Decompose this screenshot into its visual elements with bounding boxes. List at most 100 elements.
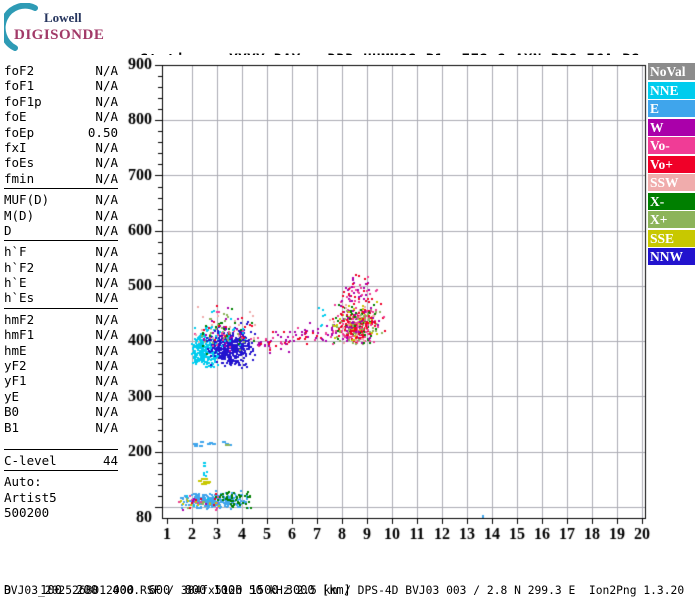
parameter-row-500200: 500200	[4, 505, 118, 520]
parameter-value: 0.50	[87, 124, 118, 140]
parameter-row-he: h`E N/A	[4, 275, 118, 290]
parameter-row-foep: foEp 0.50	[4, 125, 118, 140]
parameter-label: fxI	[4, 139, 27, 155]
muf-distance-row: D 100 200 400 600 800 1000 1500 3000 [km…	[4, 583, 351, 597]
logo-brand-top: Lowell	[44, 10, 82, 25]
legend-item-w: W	[648, 118, 695, 136]
file-info-line: BVJ03_2025268012000.RSF / 384fx512h 50 k…	[4, 584, 685, 597]
parameter-divider	[4, 240, 118, 242]
parameter-label: C-level	[4, 452, 57, 468]
parameter-label: foEp	[4, 124, 35, 140]
parameter-label: Auto:	[4, 474, 42, 490]
parameter-label: foE	[4, 109, 27, 125]
parameter-label: foF2	[4, 63, 35, 78]
parameter-row-foes: foEs N/A	[4, 155, 118, 170]
lowell-digisonde-logo: Lowell DIGISONDE	[4, 3, 122, 51]
legend-item-nne: NNE	[648, 81, 695, 99]
parameter-label: Artist5	[4, 489, 57, 505]
parameter-value: N/A	[95, 222, 118, 238]
parameter-value: N/A	[95, 311, 118, 327]
parameter-row-d: D N/A	[4, 223, 118, 238]
parameter-value: N/A	[95, 259, 118, 275]
legend-item-x: X+	[648, 211, 695, 228]
parameter-value: N/A	[95, 63, 118, 78]
parameter-row-hmf2: hmF2 N/A	[4, 312, 118, 327]
legend-item-e: E	[648, 100, 695, 117]
parameter-label: h`Es	[4, 290, 35, 306]
legend-item-x: X-	[648, 192, 695, 210]
parameter-value: N/A	[95, 388, 118, 404]
logo-arc-icon	[4, 3, 38, 51]
parameter-row-auto: Auto:	[4, 474, 118, 489]
parameter-label: D	[4, 222, 12, 238]
parameter-value: N/A	[95, 290, 118, 306]
parameter-label: hmF1	[4, 327, 35, 343]
parameter-label: MUF(D)	[4, 192, 50, 208]
parameter-label: fmin	[4, 170, 35, 186]
parameter-value: N/A	[95, 207, 118, 223]
parameter-row-md: M(D) N/A	[4, 208, 118, 223]
parameter-row-yf2: yF2 N/A	[4, 358, 118, 373]
parameter-row-fmin: fmin N/A	[4, 171, 118, 186]
parameter-row-mufd: MUF(D) N/A	[4, 192, 118, 207]
parameter-divider	[4, 448, 118, 450]
parameter-value: N/A	[95, 139, 118, 155]
parameter-row-ye: yE N/A	[4, 389, 118, 404]
parameter-row-b0: B0 N/A	[4, 404, 118, 419]
parameter-divider	[4, 307, 118, 309]
legend-item-noval: NoVal	[648, 63, 695, 80]
parameter-row-fof2: foF2 N/A	[4, 63, 118, 78]
parameter-row-foe: foE N/A	[4, 109, 118, 124]
parameter-value: N/A	[95, 342, 118, 358]
parameter-label: yF1	[4, 373, 27, 389]
parameter-label: foF1p	[4, 93, 42, 109]
parameter-row-hmf1: hmF1 N/A	[4, 327, 118, 342]
parameter-row-fof1p: foF1p N/A	[4, 94, 118, 109]
parameter-value: N/A	[95, 93, 118, 109]
parameter-label: h`F	[4, 244, 27, 260]
parameter-value: N/A	[95, 78, 118, 94]
parameter-label: hmE	[4, 342, 27, 358]
parameter-row-b1: B1 N/A	[4, 420, 118, 435]
legend-item-ssw: SSW	[648, 174, 695, 191]
parameter-label: foF1	[4, 78, 35, 94]
parameter-value: N/A	[95, 419, 118, 435]
parameter-value: N/A	[95, 327, 118, 343]
parameter-row-clevel: C-level 44	[4, 453, 118, 468]
parameter-label: foEs	[4, 155, 35, 171]
legend-item-sse: SSE	[648, 229, 695, 247]
echo-direction-legend: NoVal NNE E W Vo- Vo+ SSW X- X+ SSE NNW	[648, 63, 695, 267]
muf-table: D 100 200 400 600 800 1000 1500 3000 [km…	[4, 557, 358, 600]
parameter-label: B0	[4, 404, 20, 420]
parameter-row-hes: h`Es N/A	[4, 290, 118, 305]
parameter-label: 500200	[4, 505, 50, 521]
parameter-value: N/A	[95, 358, 118, 374]
ionogram-plot	[120, 55, 700, 555]
scaled-parameters-panel: foF2 N/A foF1 N/A foF1p N/A foE N/A foEp 0.50 fxI N…	[4, 63, 118, 521]
parameter-value: N/A	[95, 170, 118, 186]
parameter-label: yE	[4, 388, 20, 404]
parameter-divider	[4, 470, 118, 472]
parameter-value: N/A	[95, 192, 118, 208]
legend-item-vo: Vo+	[648, 155, 695, 173]
legend-item-nnw: NNW	[648, 248, 695, 265]
parameter-label: B1	[4, 419, 20, 435]
parameter-row-artist5: Artist5	[4, 490, 118, 505]
parameter-value: N/A	[95, 155, 118, 171]
parameter-value: N/A	[95, 404, 118, 420]
parameter-label: h`E	[4, 275, 27, 291]
parameter-row-fof1: foF1 N/A	[4, 78, 118, 93]
parameter-label: yF2	[4, 358, 27, 374]
parameter-value: N/A	[95, 244, 118, 260]
parameter-label: h`F2	[4, 259, 35, 275]
parameter-value: N/A	[95, 109, 118, 125]
parameter-value: 44	[102, 452, 118, 468]
parameter-label: hmF2	[4, 311, 35, 327]
parameter-row-hf: h`F N/A	[4, 244, 118, 259]
parameter-row-yf1: yF1 N/A	[4, 373, 118, 388]
parameter-row-hf2: h`F2 N/A	[4, 260, 118, 275]
parameter-value: N/A	[95, 275, 118, 291]
parameter-label: M(D)	[4, 207, 35, 223]
parameter-row-hme: hmE N/A	[4, 343, 118, 358]
